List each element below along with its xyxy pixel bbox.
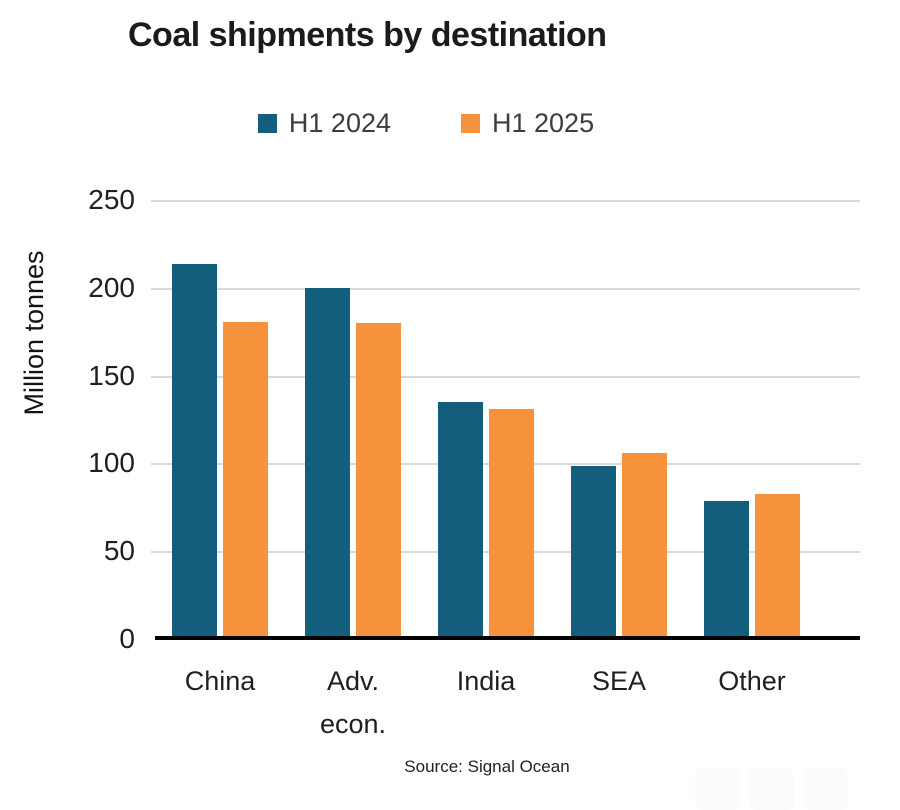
bar-group-china: [172, 263, 268, 636]
source-note: Source: Signal Ocean: [404, 757, 570, 776]
x-label-other: Other: [718, 666, 786, 696]
y-tick-label-250: 250: [88, 184, 135, 215]
bar-group-adv-econ: [305, 288, 401, 636]
bar-india-h1-2024: [438, 402, 483, 636]
bar-other-h1-2024: [704, 500, 749, 636]
x-label-adv-econ: Adv. econ.: [319, 666, 387, 740]
watermark-icons: [695, 768, 848, 810]
plot-area: [151, 200, 860, 640]
legend-label: H1 2025: [492, 108, 595, 138]
watermark-icon: [803, 768, 848, 810]
chart-title: Coal shipments by destination: [128, 16, 607, 54]
y-tick-label-100: 100: [88, 447, 135, 479]
bar-other-h1-2025: [755, 493, 800, 636]
gridline-150: [151, 375, 860, 378]
bar-group-india: [438, 402, 534, 636]
y-axis-tick-labels: 0 50 100 150 200 250: [40, 184, 135, 654]
bar-india-h1-2025: [489, 409, 534, 636]
x-label-sea: SEA: [591, 666, 647, 696]
bar-group-other: [704, 493, 800, 636]
legend-swatch-h1-2025: [461, 114, 480, 133]
legend: H1 2024 H1 2025: [0, 108, 852, 139]
y-tick-label-50: 50: [103, 535, 135, 567]
gridline-200: [151, 287, 860, 290]
y-tick-label-150: 150: [88, 359, 135, 391]
y-tick-label-0: 0: [119, 623, 135, 654]
legend-swatch-h1-2024: [257, 114, 277, 133]
bar-sea-h1-2025: [622, 453, 667, 636]
bar-adv-econ-h1-2025: [356, 323, 401, 636]
bars-container: [155, 201, 860, 636]
watermark-icon: [749, 768, 794, 810]
y-tick-label-200: 200: [88, 271, 135, 303]
legend-item-h1-2024: H1 2024: [257, 108, 391, 139]
legend-item-h1-2025: H1 2025: [461, 108, 594, 139]
gridline-250: [151, 200, 860, 202]
bar-china-h1-2024: [172, 263, 217, 636]
legend-label: H1 2024: [288, 108, 391, 138]
x-axis-labels: China Adv. econ. India SEA Other: [155, 660, 860, 746]
bar-group-sea: [571, 453, 667, 636]
x-label-china: China: [184, 666, 256, 696]
bar-sea-h1-2024: [571, 465, 616, 636]
x-label-india: India: [456, 666, 516, 696]
watermark-icon: [695, 768, 740, 810]
bar-adv-econ-h1-2024: [305, 288, 350, 636]
bar-china-h1-2025: [223, 321, 268, 636]
